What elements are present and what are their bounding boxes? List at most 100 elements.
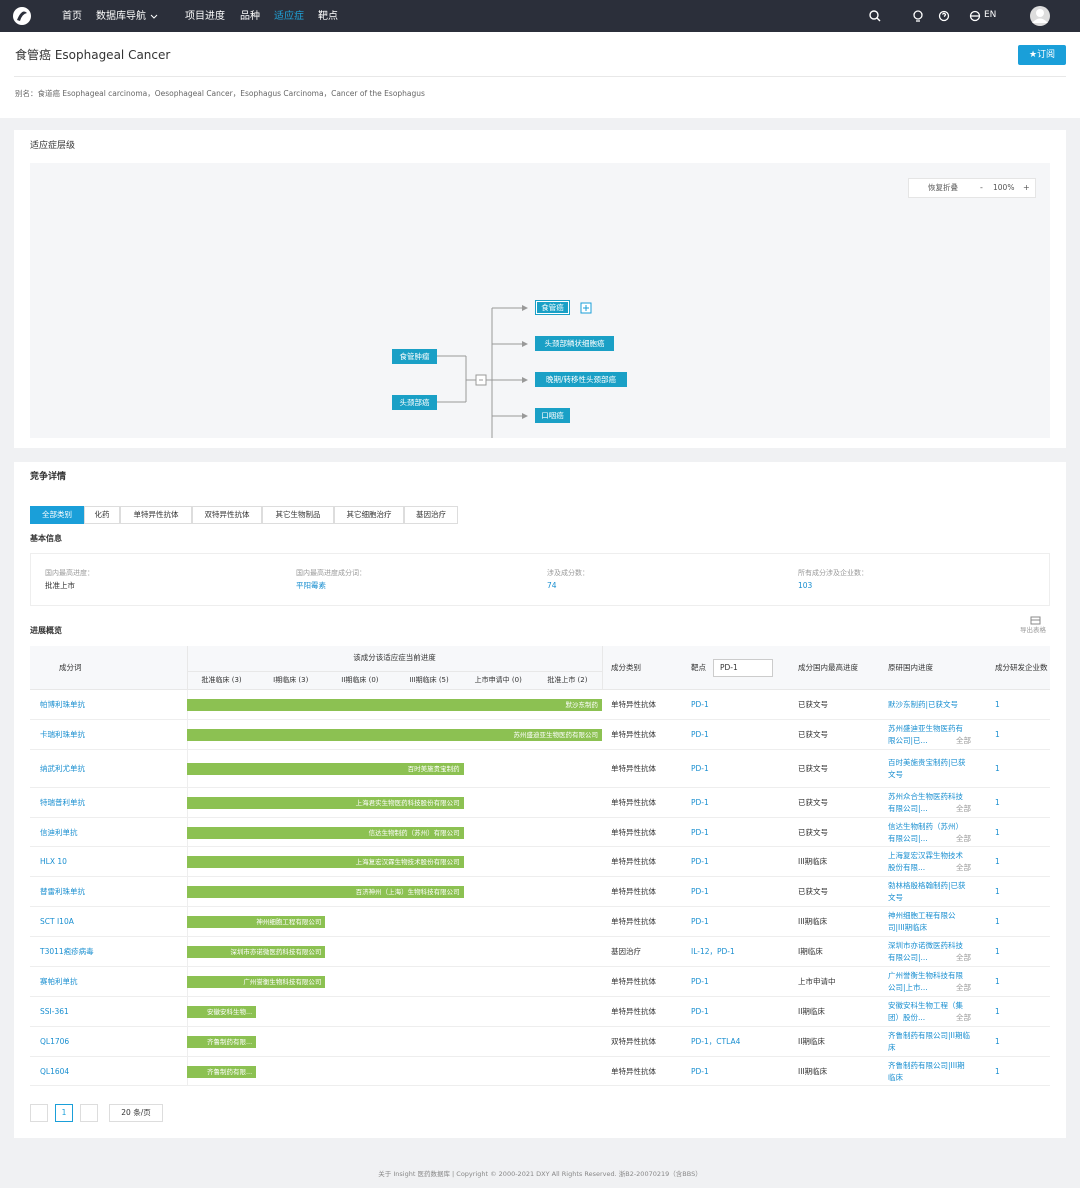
subscribe-button[interactable]: ★订阅: [1018, 45, 1066, 65]
company-count[interactable]: 1: [995, 977, 1000, 987]
target[interactable]: PD-1: [691, 730, 709, 740]
original-progress[interactable]: 安徽安科生物工程（集团）股份...: [888, 1001, 963, 1022]
help-icon[interactable]: [938, 10, 950, 22]
company-count[interactable]: 1: [995, 827, 1000, 837]
nav-item[interactable]: 项目进度: [185, 10, 225, 22]
page-number[interactable]: 1: [55, 1104, 73, 1122]
nav-item[interactable]: 首页: [62, 10, 82, 22]
company-count[interactable]: 1: [995, 1007, 1000, 1017]
original-progress[interactable]: 齐鲁制药有限公司|II期临床: [888, 1031, 970, 1052]
next-page[interactable]: [80, 1104, 98, 1122]
original-progress[interactable]: 神州细胞工程有限公司|III期临床: [888, 911, 956, 932]
show-all[interactable]: 全部: [954, 1012, 971, 1024]
drug-name[interactable]: 卡瑞利珠单抗: [40, 730, 85, 740]
company-count[interactable]: 1: [995, 798, 1000, 808]
original-progress[interactable]: 齐鲁制药有限公司|III期临床: [888, 1060, 965, 1082]
show-all[interactable]: 全部: [954, 803, 971, 815]
show-all[interactable]: 全部: [954, 832, 971, 845]
drug-name[interactable]: 帕博利珠单抗: [40, 700, 85, 710]
drug-category: 单特异性抗体: [611, 977, 656, 987]
target[interactable]: PD-1: [691, 764, 709, 774]
company-count[interactable]: 1: [995, 700, 1000, 710]
tree-node[interactable]: 晚期/转移性头颈部癌: [535, 372, 627, 387]
drug-name[interactable]: HLX 10: [40, 857, 67, 867]
nav-item[interactable]: 靶点: [318, 10, 338, 22]
info-value[interactable]: 74: [547, 581, 557, 591]
zoom-in[interactable]: +: [1023, 183, 1030, 192]
target[interactable]: PD-1: [691, 887, 709, 897]
target[interactable]: PD-1，CTLA4: [691, 1037, 741, 1047]
target[interactable]: PD-1: [691, 1007, 709, 1017]
target[interactable]: PD-1: [691, 1066, 709, 1076]
prev-page[interactable]: [30, 1104, 48, 1122]
export-button[interactable]: 导出表格: [1020, 626, 1046, 635]
company-count[interactable]: 1: [995, 1037, 1000, 1047]
tree-node[interactable]: 食管癌: [535, 300, 570, 315]
drug-name[interactable]: QL1604: [40, 1066, 70, 1076]
original-progress[interactable]: 百时美施贵宝制药|已获文号: [888, 758, 966, 779]
category-tab[interactable]: 化药: [84, 506, 120, 524]
original-progress[interactable]: 广州誉衡生物科技有限公司|上市...: [888, 971, 963, 992]
drug-name[interactable]: 赛帕利单抗: [40, 977, 78, 987]
drug-name[interactable]: 替雷利珠单抗: [40, 887, 85, 897]
target[interactable]: PD-1: [691, 857, 709, 867]
page-size[interactable]: 20 条/页: [109, 1104, 163, 1122]
globe-icon[interactable]: [969, 10, 981, 22]
original-progress[interactable]: 苏州众合生物医药科技有限公司|...: [888, 792, 963, 813]
target-filter[interactable]: PD-1: [713, 659, 773, 677]
show-all[interactable]: 全部: [954, 952, 971, 964]
company-count[interactable]: 1: [995, 887, 1000, 897]
search-icon[interactable]: [869, 10, 881, 22]
target[interactable]: PD-1: [691, 700, 709, 710]
drug-name[interactable]: QL1706: [40, 1037, 70, 1047]
drug-name[interactable]: 纳武利尤单抗: [40, 764, 85, 774]
original-progress[interactable]: 深圳市亦诺微医药科技有限公司|...: [888, 941, 963, 962]
original-progress[interactable]: 信达生物制药（苏州）有限公司|...: [888, 821, 963, 843]
info-value[interactable]: 103: [798, 581, 813, 591]
company-count[interactable]: 1: [995, 764, 1000, 774]
show-all[interactable]: 全部: [954, 982, 971, 994]
category-tab[interactable]: 双特异性抗体: [192, 506, 262, 524]
company-count[interactable]: 1: [995, 857, 1000, 867]
original-progress[interactable]: 苏州盛迪亚生物医药有限公司|已...: [888, 724, 963, 745]
drug-name[interactable]: SSI-361: [40, 1007, 69, 1017]
company-count[interactable]: 1: [995, 1066, 1000, 1076]
target[interactable]: PD-1: [691, 798, 709, 808]
nav-item[interactable]: 数据库导航: [96, 10, 146, 22]
tree-node[interactable]: 头颈部癌: [392, 395, 437, 410]
nav-item[interactable]: 品种: [240, 10, 260, 22]
info-value[interactable]: 平阳霉素: [296, 581, 326, 591]
original-progress[interactable]: 默沙东制药|已获文号: [888, 700, 959, 709]
category-tab[interactable]: 单特异性抗体: [120, 506, 192, 524]
show-all[interactable]: 全部: [954, 862, 971, 874]
drug-name[interactable]: 信迪利单抗: [40, 827, 78, 837]
expand-button[interactable]: [580, 302, 592, 314]
company-count[interactable]: 1: [995, 917, 1000, 927]
category-tab[interactable]: 其它生物制品: [262, 506, 334, 524]
language-switch[interactable]: EN: [984, 10, 997, 21]
target[interactable]: PD-1: [691, 827, 709, 837]
drug-name[interactable]: SCT I10A: [40, 917, 74, 927]
target[interactable]: PD-1: [691, 917, 709, 927]
company-count[interactable]: 1: [995, 730, 1000, 740]
original-progress[interactable]: 上海复宏汉霖生物技术股份有限...: [888, 851, 963, 872]
drug-name[interactable]: 特瑞普利单抗: [40, 798, 85, 808]
export-icon[interactable]: [1030, 616, 1041, 625]
target[interactable]: PD-1: [691, 977, 709, 987]
target[interactable]: IL-12，PD-1: [691, 947, 735, 957]
category-tab[interactable]: 基因治疗: [404, 506, 458, 524]
company-count[interactable]: 1: [995, 947, 1000, 957]
restore-button[interactable]: 恢复折叠: [928, 183, 958, 193]
original-progress[interactable]: 勃林格殷格翰制药|已获文号: [888, 881, 966, 902]
tree-node[interactable]: 口咽癌: [535, 408, 570, 423]
tree-node[interactable]: 食管肿瘤: [392, 349, 437, 364]
nav-item[interactable]: 适应症: [274, 10, 304, 22]
show-all[interactable]: 全部: [954, 735, 971, 747]
category-tab[interactable]: 其它细胞治疗: [334, 506, 404, 524]
tree-node[interactable]: 头颈部鳞状细胞癌: [535, 336, 614, 351]
zoom-out[interactable]: -: [980, 183, 983, 192]
bulb-icon[interactable]: [913, 10, 923, 22]
drug-name[interactable]: T3011疱疹病毒: [40, 947, 94, 957]
category-tab[interactable]: 全部类别: [30, 506, 84, 524]
drug-category: 单特异性抗体: [611, 1066, 656, 1076]
